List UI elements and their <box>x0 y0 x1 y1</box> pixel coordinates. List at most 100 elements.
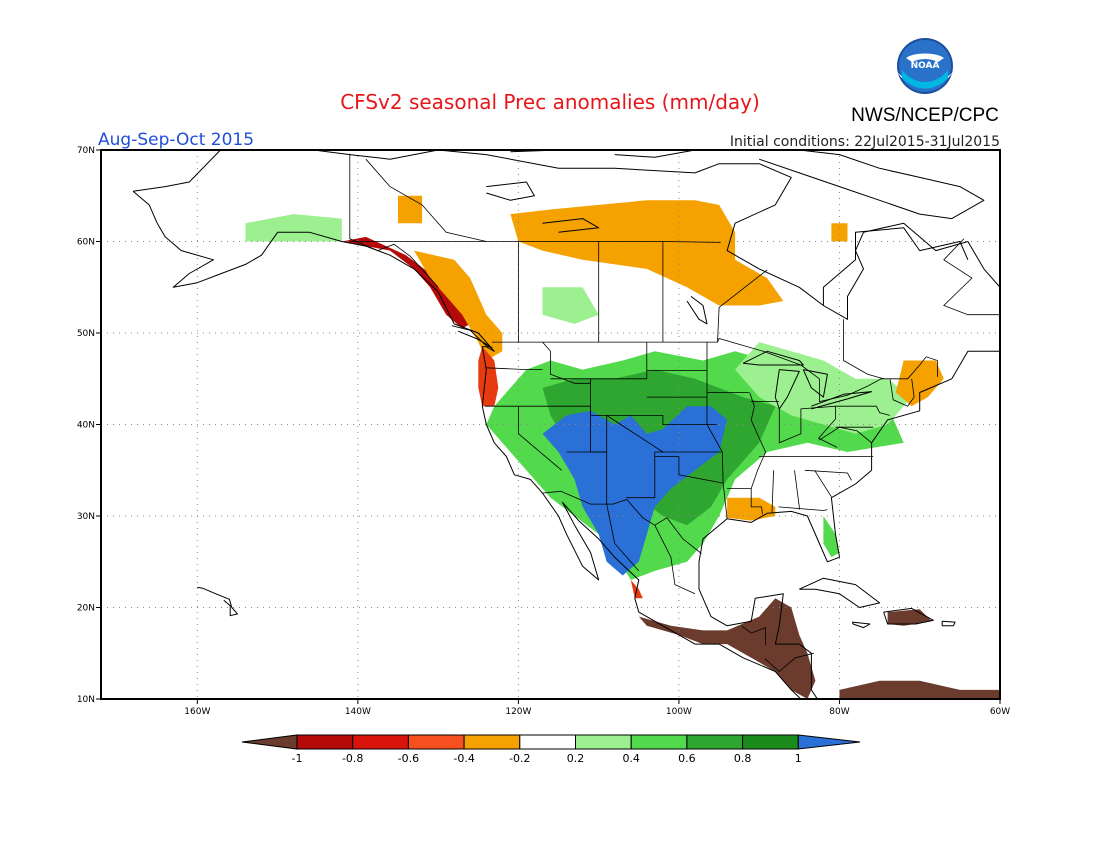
border-alaska-border <box>349 153 439 288</box>
coastlines <box>132 150 1059 699</box>
border-mexico-states-1 <box>606 504 640 572</box>
region-southwest-blue <box>542 406 728 576</box>
border-wa-or <box>486 367 543 371</box>
lat-tick-label: 10N <box>77 695 95 705</box>
initial-conditions: Initial conditions: 22Jul2015-31Jul2015 <box>730 134 1000 150</box>
border-us-mexico-border <box>541 490 702 554</box>
colorbar-bin <box>519 734 576 750</box>
colorbar-bin <box>352 734 409 750</box>
border-central-america-borders-2 <box>764 652 814 673</box>
border-new-england <box>889 378 915 407</box>
border-canada-territories <box>349 241 721 243</box>
colorbar-label: -0.6 <box>398 752 419 765</box>
border-canada-provinces-4 <box>717 269 768 343</box>
border-ga-fl <box>778 506 828 511</box>
colorbar-label: 0.8 <box>734 752 752 765</box>
border-pa-ny <box>835 405 891 416</box>
region-northern-canada-orange <box>510 200 784 306</box>
region-canada-lightgreen <box>542 287 599 324</box>
border-az-nm <box>566 451 608 505</box>
border-central-america-borders <box>741 625 766 645</box>
coast-arctic-island-2 <box>614 150 696 158</box>
border-quebec-labrador <box>943 238 1000 316</box>
border-ar-la <box>727 488 763 515</box>
coast-north-america-coast <box>132 150 1000 699</box>
lon-tick-label: 140W <box>345 707 371 717</box>
lon-tick-label: 160W <box>184 707 210 717</box>
colorbar-bin <box>241 734 298 750</box>
border-us-canada-border <box>491 338 938 403</box>
lat-tick-label: 50N <box>77 329 95 339</box>
coast-newfoundland <box>1008 338 1059 362</box>
region-gulf-coast-orange <box>727 497 776 521</box>
region-nunavut-orange <box>398 195 423 224</box>
colorbar-label: -0.4 <box>453 752 474 765</box>
coast-baffin-island <box>759 150 985 220</box>
colorbar-label: 0.6 <box>678 752 696 765</box>
border-ms-al <box>771 470 774 513</box>
political-borders <box>349 153 1000 673</box>
lat-tick-label: 40N <box>77 421 95 431</box>
organization-label: NWS/NCEP/CPC <box>851 105 999 126</box>
coast-great-bear-lake <box>486 181 535 201</box>
lat-tick-label: 70N <box>77 146 95 156</box>
noaa-logo: NOAA <box>897 38 953 94</box>
coast-arctic-island-1 <box>510 150 560 153</box>
colorbar-bin <box>686 734 744 750</box>
colorbar-label: 0.4 <box>622 752 640 765</box>
coast-hawaii <box>197 586 238 617</box>
colorbar-bin <box>797 734 861 750</box>
longitude-ticks: 160W 140W 120W 100W 80W 60W <box>184 699 1010 717</box>
region-south-america-brown <box>839 680 1000 699</box>
border-nm-tx <box>626 452 656 499</box>
lon-tick-label: 120W <box>505 707 531 717</box>
region-northeast-orange <box>895 360 944 407</box>
border-mn-ia-mo <box>706 342 728 519</box>
colorbar-bin <box>742 734 799 750</box>
region-coastal-bc-alaska-dry <box>341 236 471 329</box>
border-quebec-ontario <box>843 319 884 380</box>
coast-hispaniola <box>883 607 934 625</box>
border-mt-wy-nd <box>550 342 648 380</box>
border-yukon-nwt <box>365 158 487 242</box>
colorbar-bin <box>296 734 354 750</box>
region-pacific-nw-red <box>478 346 499 407</box>
colorbar-label: -0.8 <box>342 752 363 765</box>
colorbar: -1 -0.8 -0.6 -0.4 -0.2 0.2 0.4 0.6 0.8 1 <box>241 734 861 765</box>
coast-lake-winnipeg <box>686 296 708 325</box>
region-hudson-orange <box>831 223 848 242</box>
region-florida-green <box>823 516 840 558</box>
colorbar-label: 1 <box>795 752 802 765</box>
region-bc-coast-orange <box>414 250 503 361</box>
border-va-wv <box>819 426 872 444</box>
coast-puerto-rico <box>941 620 956 627</box>
colorbar-bin <box>463 734 521 750</box>
border-il-in-oh <box>778 405 838 448</box>
colorbar-label: -1 <box>292 752 303 765</box>
border-ga-sc <box>814 470 832 498</box>
border-nc-sc <box>804 469 852 481</box>
border-or-ca-nv <box>484 405 717 425</box>
coast-lake-superior <box>742 350 804 366</box>
colorbar-bin <box>407 734 465 750</box>
coast-lake-michigan <box>774 369 800 410</box>
lat-tick-label: 60N <box>77 238 95 248</box>
coast-vancouver-island <box>451 325 493 349</box>
coast-lake-huron <box>802 369 828 398</box>
lon-tick-label: 80W <box>829 707 849 717</box>
lat-tick-label: 30N <box>77 512 95 522</box>
forecast-period: Aug-Sep-Oct 2015 <box>98 130 254 150</box>
colorbar-bin <box>630 734 688 750</box>
latitude-ticks: 10N 20N 30N 40N 50N 60N 70N <box>77 146 101 705</box>
coast-great-slave-lake <box>542 218 600 233</box>
border-ok-tx <box>654 456 724 484</box>
border-ca-nv <box>518 406 562 471</box>
border-mississippi <box>749 392 767 489</box>
colorbar-label: -0.2 <box>509 752 530 765</box>
lon-tick-label: 60W <box>990 707 1010 717</box>
coast-hudson-bay <box>822 227 969 306</box>
colorbar-label: 0.2 <box>567 752 585 765</box>
lon-tick-label: 100W <box>666 707 692 717</box>
map-area <box>101 150 1059 699</box>
